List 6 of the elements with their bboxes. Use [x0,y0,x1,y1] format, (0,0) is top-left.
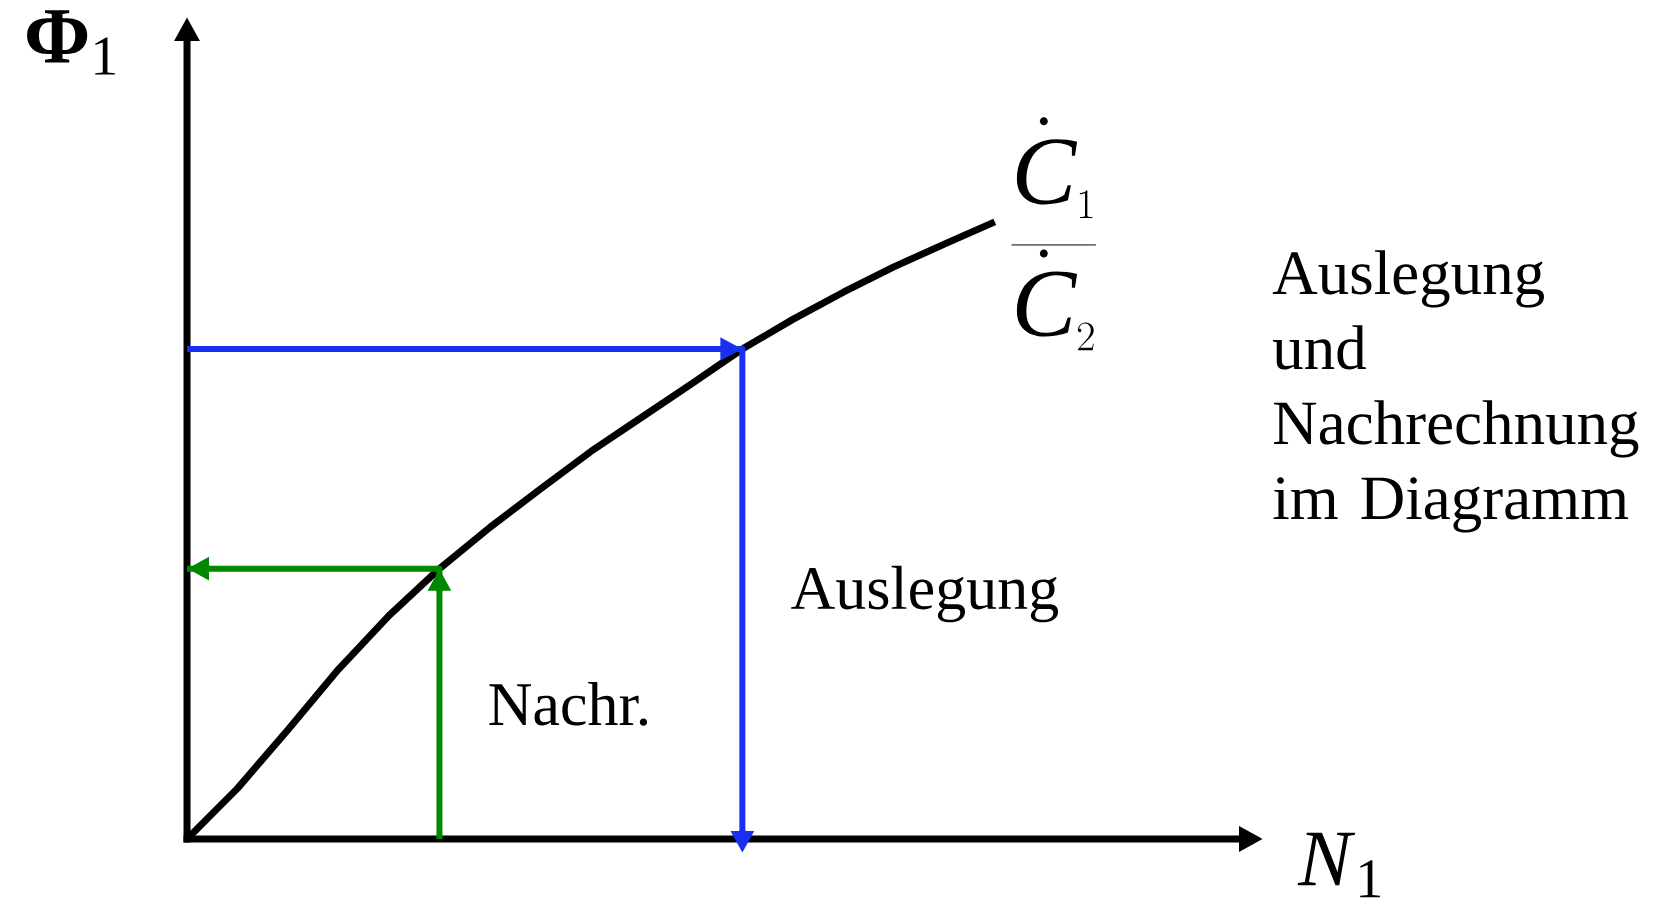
ref-line-label: Auslegung [791,565,1059,623]
text: $\frac{\dot{C}_{1}}{\dot{C}_{2}}$ [1011,117,1096,351]
y-axis-title: Φ$_{1}$ [27,10,115,75]
text: Auslegung und Nachrechnung im Diagramm [1272,250,1639,533]
x-axis-title: N$_{1}$ [1297,832,1380,898]
ref-line-label: Nachr. [489,681,648,726]
